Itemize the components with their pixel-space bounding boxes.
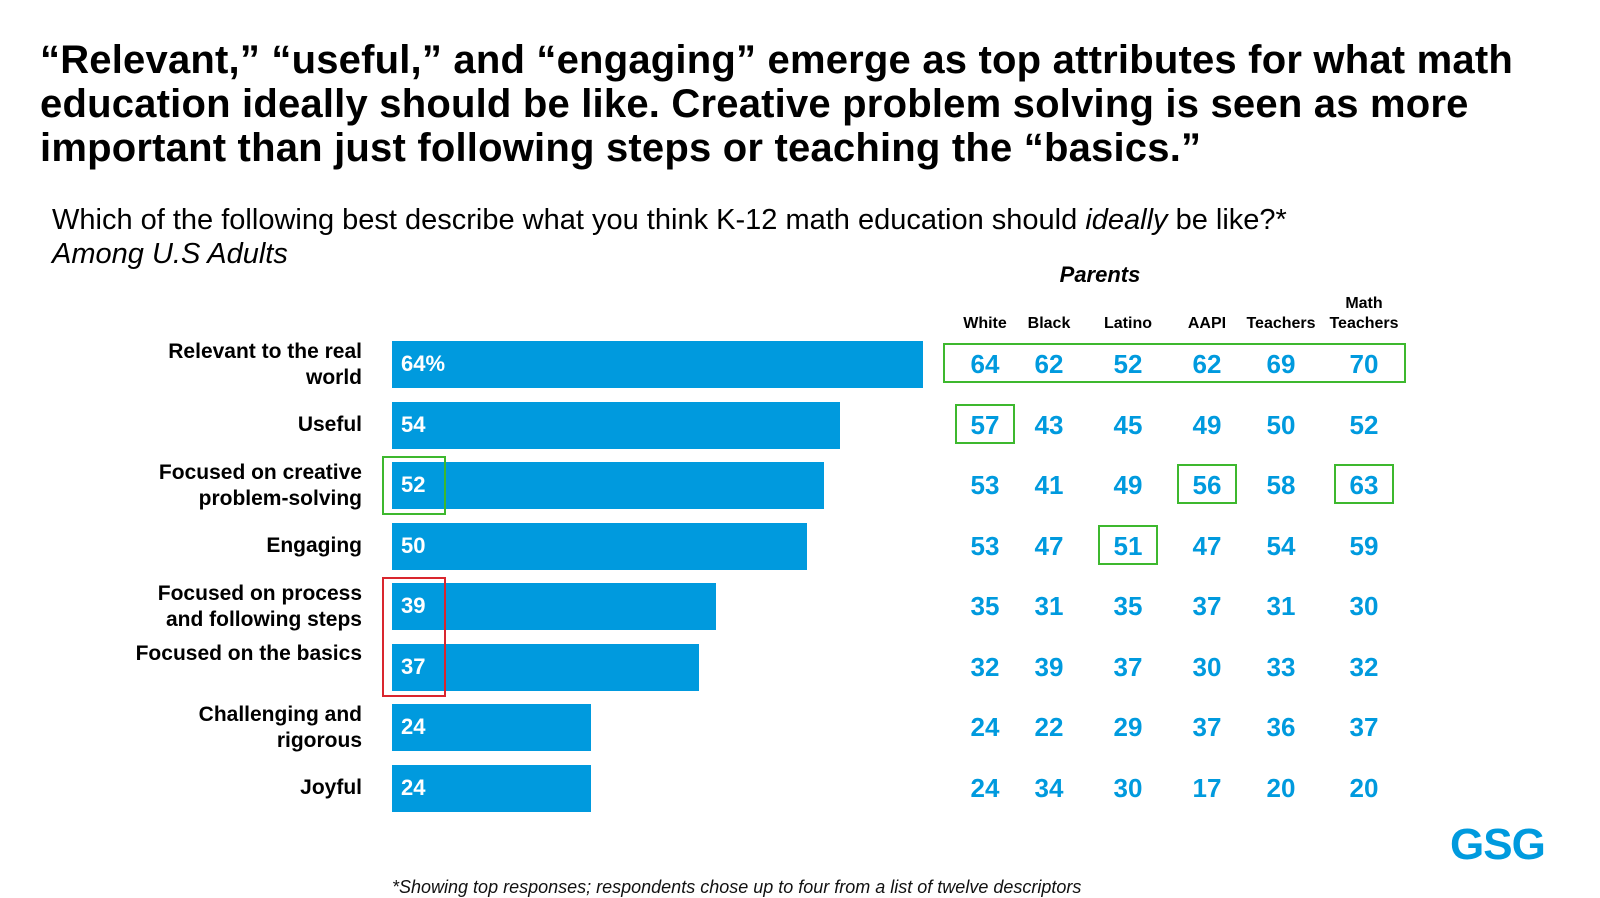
question-end: be like?* [1167, 204, 1287, 236]
category-label: Joyful [300, 776, 362, 799]
table-cell: 47 [1034, 530, 1064, 561]
table-cell: 62 [1034, 349, 1064, 379]
population-note: Among U.S Adults [52, 238, 288, 270]
table-cell: 20 [1266, 772, 1296, 803]
table-cell: 36 [1266, 712, 1296, 742]
table-cell: 50 [1266, 409, 1296, 440]
bar-6 [392, 643, 700, 691]
category-label: Relevant to the real world [168, 339, 362, 389]
table-cell: 41 [1034, 470, 1064, 500]
table-cell: 35 [970, 591, 1000, 621]
bar-8 [392, 764, 592, 812]
bar-value-label: 37 [401, 653, 426, 679]
table-highlight-box [1098, 524, 1158, 565]
column-header-white: White [963, 315, 1007, 332]
column-header-teachers: Teachers [1246, 315, 1316, 332]
question-emphasis: ideally [1085, 204, 1168, 236]
table-cell: 62 [1192, 349, 1222, 379]
table-cell: 53 [970, 470, 1000, 500]
question: Which of the following best describe wha… [52, 203, 1287, 237]
table-cell: 51 [1113, 530, 1143, 561]
table-cell: 43 [1034, 409, 1064, 440]
table-cell: 57 [970, 409, 1000, 440]
table-cell: 20 [1349, 772, 1379, 803]
table-cell: 30 [1349, 591, 1379, 621]
table-cell: 29 [1113, 712, 1143, 742]
table-cell: 54 [1266, 530, 1296, 561]
table-highlight-box [955, 403, 1015, 444]
bar-3 [392, 462, 824, 509]
table-cell: 33 [1266, 651, 1296, 682]
table-cell: 24 [970, 712, 1000, 742]
table-cell: 63 [1349, 470, 1379, 500]
category-label: Focused on the basics [135, 642, 362, 665]
table-cell: 53 [970, 530, 1000, 561]
column-header-math-teachers: Math Teachers [1329, 295, 1399, 332]
bar-value-label: 50 [401, 532, 426, 558]
parents-group-label: Parents [1059, 262, 1141, 287]
headline: “Relevant,” “useful,” and “engaging” eme… [40, 38, 1514, 170]
table-cell: 45 [1113, 409, 1143, 440]
table-cell: 34 [1034, 772, 1064, 803]
category-label: Challenging and rigorous [198, 702, 362, 752]
table-cell: 39 [1034, 651, 1064, 682]
table-cell: 56 [1192, 470, 1222, 500]
table-cell: 37 [1192, 712, 1222, 742]
table-cell: 49 [1192, 409, 1222, 440]
bar-value-label: 54 [401, 411, 426, 437]
table-cell: 37 [1349, 712, 1379, 742]
table-cell: 30 [1192, 651, 1222, 682]
gsg-logo: GSG [1450, 820, 1546, 869]
bar-highlight-box [382, 456, 446, 515]
table-cell: 30 [1113, 772, 1143, 803]
table-cell: 17 [1192, 772, 1222, 803]
table-cell: 31 [1034, 591, 1064, 621]
table-cell: 69 [1266, 349, 1296, 379]
table-cell: 47 [1192, 530, 1222, 561]
bar-low-highlight-box [382, 577, 446, 697]
table-cell: 24 [970, 772, 1000, 803]
table-highlight-box [1177, 464, 1237, 504]
table-cell: 52 [1113, 349, 1143, 379]
bar-value-label: 52 [401, 472, 426, 497]
table-highlight-box [943, 343, 1406, 383]
bar-2 [392, 401, 841, 449]
table-cell: 58 [1266, 470, 1296, 500]
table-cell: 35 [1113, 591, 1143, 621]
table-cell: 32 [1349, 651, 1379, 682]
category-label: Focused on creative problem-solving [158, 460, 362, 510]
bar-value-label: 24 [401, 774, 426, 800]
category-label: Focused on process and following steps [157, 581, 362, 631]
table-cell: 64 [970, 349, 1000, 379]
bar-4 [392, 522, 807, 570]
bar-value-label: 24 [401, 714, 426, 739]
column-header-aapi: AAPI [1187, 315, 1227, 332]
footnote: *Showing top responses; respondents chos… [392, 877, 1082, 897]
table-highlight-box [1334, 464, 1394, 504]
bar-value-label: 64% [401, 351, 446, 376]
bar-7 [392, 704, 592, 751]
table-cell: 37 [1192, 591, 1222, 621]
bar-1 [392, 341, 924, 388]
table-cell: 37 [1113, 651, 1143, 682]
column-header-black: Black [1027, 315, 1071, 332]
table-cell: 31 [1266, 591, 1296, 621]
column-header-latino: Latino [1104, 315, 1152, 332]
table-cell: 32 [970, 651, 1000, 682]
table-cell: 70 [1349, 349, 1379, 379]
table-cell: 49 [1113, 470, 1143, 500]
category-label: Useful [297, 413, 362, 436]
table-cell: 22 [1034, 712, 1064, 742]
bar-value-label: 39 [401, 593, 426, 618]
table-cell: 59 [1349, 530, 1379, 561]
table-cell: 52 [1349, 409, 1379, 440]
category-label: Engaging [266, 534, 362, 557]
question-text: Which of the following best describe wha… [52, 204, 1086, 236]
